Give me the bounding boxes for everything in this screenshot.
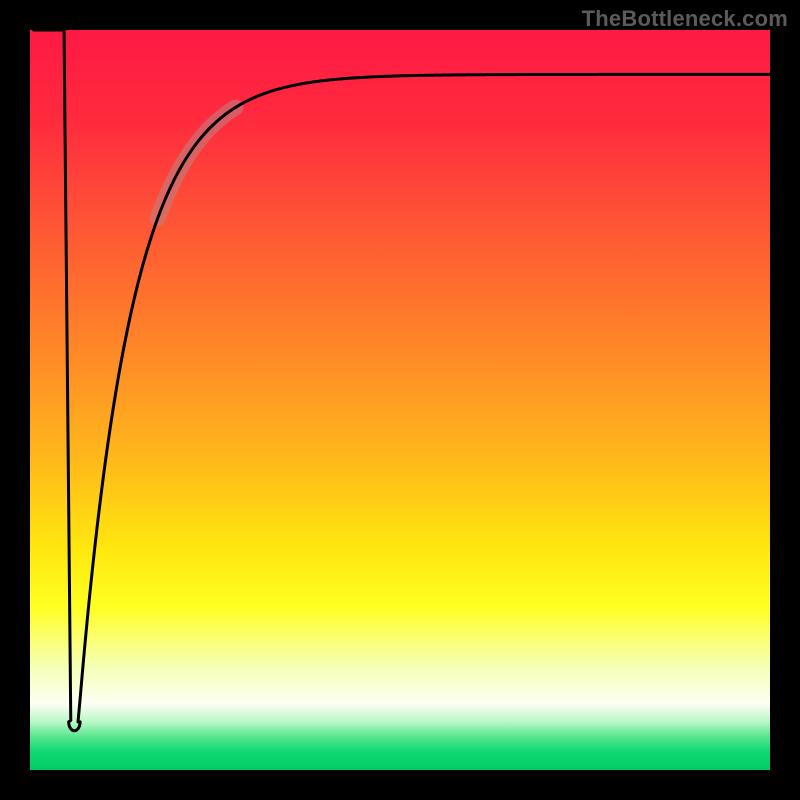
plot-background [30, 30, 770, 770]
chart-svg [0, 0, 800, 800]
border-bottom [0, 770, 800, 800]
border-left [0, 0, 30, 800]
watermark-text: TheBottleneck.com [582, 6, 788, 32]
chart-root: TheBottleneck.com [0, 0, 800, 800]
border-right [770, 0, 800, 800]
